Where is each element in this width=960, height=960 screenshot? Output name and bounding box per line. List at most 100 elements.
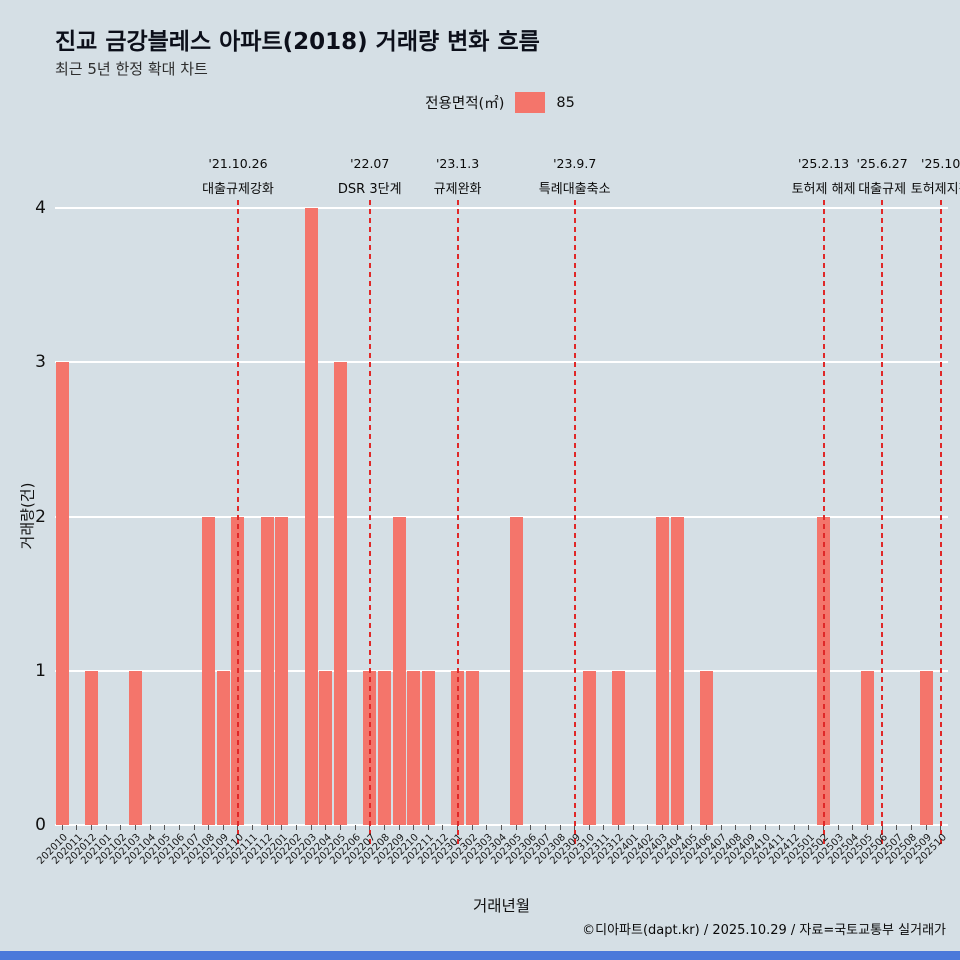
x-tick-mark [632, 825, 634, 830]
annotation-date: '23.9.7 [553, 156, 597, 171]
bar-202012 [85, 670, 99, 825]
annotation-date: '25.2.13 [797, 156, 850, 171]
x-axis-title: 거래년월 [472, 897, 531, 915]
x-tick-mark [252, 825, 254, 830]
bar-202201 [275, 516, 289, 825]
x-tick-mark [296, 825, 298, 830]
bar-202310 [582, 670, 596, 825]
x-tick-mark [896, 825, 898, 830]
gridline-y2 [55, 515, 948, 518]
bar-202204 [319, 670, 333, 825]
x-tick-mark [91, 825, 93, 830]
x-tick-mark [178, 825, 180, 830]
bar-202010 [55, 362, 69, 825]
annotation-202207: '22.07 DSR 3단계 [338, 156, 402, 197]
gridline-y3 [55, 361, 948, 364]
annotation-202502: '25.2.13 토허제 해제 [792, 156, 856, 197]
legend-swatch [515, 92, 546, 113]
page-title: 진교 금강블레스 아파트(2018) 거래량 변화 흐름 [55, 29, 540, 55]
x-tick-mark [486, 825, 488, 830]
annotation-date: '21.10.26 [208, 156, 268, 171]
x-tick-mark [383, 825, 385, 830]
x-tick-mark [471, 825, 473, 830]
page-subtitle: 최근 5년 한정 확대 차트 [55, 60, 208, 78]
annotation-text: 대출규제강화 [202, 182, 274, 197]
legend-label: 전용면적(㎡) [425, 96, 505, 112]
x-tick-mark [398, 825, 400, 830]
x-tick-mark [705, 825, 707, 830]
x-tick-mark [735, 825, 737, 830]
x-tick-mark [501, 825, 502, 830]
x-tick-mark [837, 825, 839, 830]
x-tick-mark [559, 825, 561, 830]
annotation-line-202506 [881, 200, 884, 845]
gridline-y1 [55, 669, 948, 672]
x-tick-mark [925, 825, 927, 830]
annotation-202110: '21.10.26 대출규제강화 [202, 156, 274, 197]
bar-202108 [202, 516, 216, 825]
x-tick-mark [193, 825, 195, 830]
bar-202505 [860, 670, 874, 825]
annotation-text: 토허제 해제 [791, 182, 856, 197]
annotation-text: DSR 3단계 [337, 182, 402, 197]
y-tick-label: 3 [35, 352, 46, 373]
x-tick-mark [61, 825, 63, 830]
legend: 전용면적(㎡) 85 [20, 92, 960, 113]
annotation-202301: '23.1.3 규제완화 [434, 156, 482, 197]
x-tick-mark [105, 825, 107, 830]
x-tick-mark [647, 825, 649, 830]
x-tick-mark [120, 825, 122, 830]
x-tick-mark [325, 825, 327, 830]
annotation-line-202502 [822, 200, 825, 845]
bar-202112 [260, 516, 274, 825]
annotation-line-202110 [236, 200, 239, 845]
x-tick-mark [676, 825, 678, 830]
x-tick-mark [515, 825, 517, 830]
x-tick-mark [866, 825, 868, 830]
bottom-brand-bar [0, 951, 960, 960]
x-tick-mark [266, 825, 268, 830]
plot-area [55, 200, 948, 845]
x-tick-mark [749, 825, 751, 830]
x-tick-mark [135, 825, 137, 830]
bar-202208 [377, 670, 391, 825]
annotation-line-202309 [573, 200, 576, 845]
y-tick-label: 1 [35, 660, 46, 681]
annotation-202510: '25.10 토허제지정 [911, 156, 960, 197]
x-tick-mark [354, 825, 356, 830]
x-tick-mark [339, 825, 341, 830]
bar-202406 [699, 670, 713, 825]
x-tick-mark [808, 825, 810, 830]
annotation-text: 특례대출축소 [538, 182, 611, 197]
bar-202209 [392, 516, 406, 825]
footer-credit: ©디아파트(dapt.kr) / 2025.10.29 / 자료=국토교통부 실… [582, 923, 946, 938]
gridline-y4 [55, 207, 948, 209]
annotation-text: 대출규제 [858, 182, 907, 197]
x-tick-mark [222, 825, 224, 830]
x-tick-mark [76, 825, 78, 830]
x-tick-mark [530, 825, 532, 830]
annotation-text: 토허제지정 [910, 182, 960, 197]
x-tick-mark [603, 825, 605, 830]
bar-202312 [612, 670, 626, 825]
bar-202211 [421, 670, 435, 825]
x-tick-mark [427, 825, 429, 830]
x-tick-mark [164, 825, 166, 830]
x-tick-mark [442, 825, 444, 830]
x-tick-mark [779, 825, 781, 830]
x-tick-mark [281, 825, 283, 830]
y-axis-tick-labels: 0 1 2 3 4 [0, 198, 46, 835]
bar-202103 [129, 670, 143, 825]
x-tick-mark [662, 825, 664, 830]
bar-202404 [670, 516, 684, 825]
annotation-line-202510 [939, 200, 942, 845]
bar-202509 [919, 670, 933, 825]
annotation-date: '25.6.27 [856, 156, 908, 171]
annotation-202309: '23.9.7 특례대출축소 [539, 156, 611, 197]
x-tick-mark [149, 825, 151, 830]
y-tick-label: 0 [35, 815, 46, 835]
annotation-202506: '25.6.27 대출규제 [857, 156, 908, 197]
x-tick-mark [793, 825, 795, 830]
annotation-line-202301 [456, 200, 459, 845]
x-tick-mark [764, 825, 766, 830]
